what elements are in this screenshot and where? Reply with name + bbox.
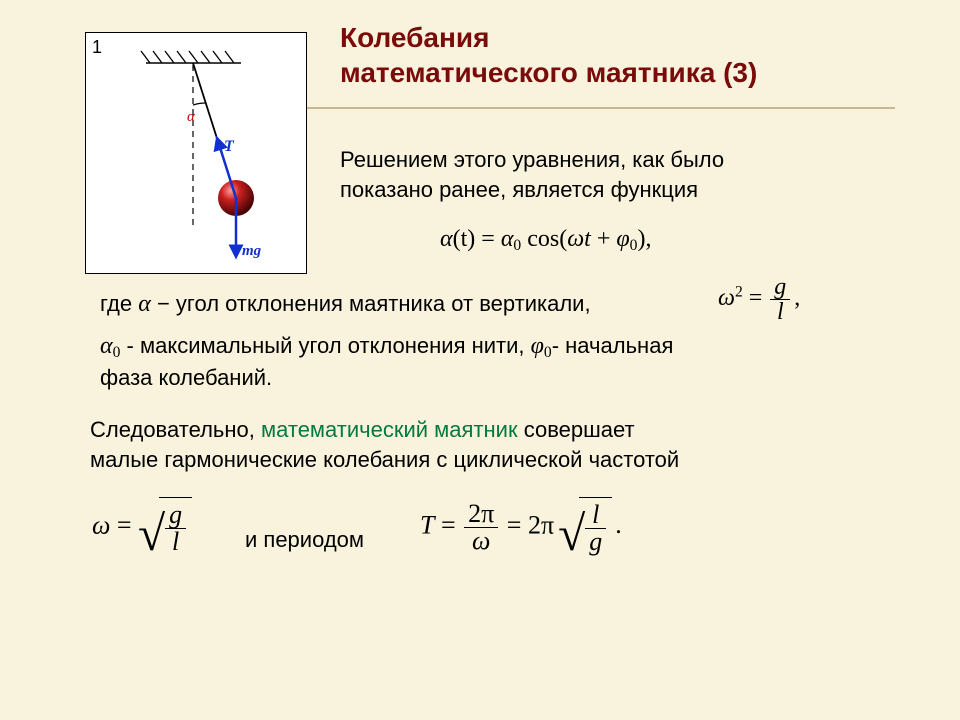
w2-sup: 2 bbox=[735, 283, 743, 300]
title-line-1: Колебания bbox=[340, 22, 489, 53]
mid-text: и периодом bbox=[245, 525, 364, 555]
svg-text:α: α bbox=[187, 109, 196, 125]
svg-text:T: T bbox=[224, 138, 235, 155]
l3-post: − угол отклонения маятника от вертикали, bbox=[151, 291, 591, 316]
p2-l2: малые гармонические колебания с цикличес… bbox=[90, 447, 679, 472]
pe-eq2: = 2π bbox=[500, 510, 554, 539]
pendulum-diagram: 1 bbox=[85, 32, 307, 274]
l4-t3: фаза колебаний. bbox=[100, 365, 272, 390]
paragraph-2: Следовательно, математический маятник со… bbox=[90, 415, 910, 474]
p2-c: совершает bbox=[518, 417, 635, 442]
line-where-alpha: где α − угол отклонения маятника от верт… bbox=[100, 288, 591, 320]
eq1-tt: t bbox=[584, 226, 591, 252]
w2-eq: = bbox=[743, 285, 769, 311]
l4-t2: - начальная bbox=[552, 333, 674, 358]
eq1-cos: cos( bbox=[521, 226, 567, 252]
paragraph-1: Решением этого уравнения, как было показ… bbox=[340, 145, 900, 204]
we-l: l bbox=[165, 528, 186, 555]
we-eq: = bbox=[110, 510, 138, 539]
eq1-plus: + bbox=[591, 226, 617, 252]
pe-dot: . bbox=[615, 510, 622, 539]
p2-b: математический маятник bbox=[261, 417, 518, 442]
pe-2pi: 2π bbox=[464, 501, 498, 527]
w2-w: ω bbox=[718, 285, 735, 311]
we-g: g bbox=[165, 502, 186, 528]
we-w: ω bbox=[92, 510, 110, 539]
eq1-phi: φ bbox=[616, 226, 629, 252]
p1-l1: Решением этого уравнения, как было bbox=[340, 147, 724, 172]
eq1-a0: α bbox=[501, 226, 514, 252]
pendulum-svg: α T mg bbox=[86, 33, 306, 273]
l4-t1: - максимальный угол отклонения нити, bbox=[120, 333, 530, 358]
eq1-alpha: α bbox=[440, 226, 453, 252]
title-line-2: математического маятника (3) bbox=[340, 57, 757, 88]
line-alpha0-phi0: α0 - максимальный угол отклонения нити, … bbox=[100, 330, 910, 393]
l4-phis: 0 bbox=[544, 344, 552, 361]
l3-alpha: α bbox=[138, 291, 151, 317]
equation-omega2: ω2 = gl, bbox=[718, 275, 800, 324]
equation-period: T = 2πω = 2π√lg. bbox=[420, 500, 622, 555]
w2-g: g bbox=[770, 275, 790, 299]
l4-a0: α bbox=[100, 333, 113, 359]
pe-eq: = bbox=[434, 510, 462, 539]
eq1-w: ω bbox=[567, 226, 584, 252]
pe-w: ω bbox=[464, 527, 498, 554]
eq1-close: ), bbox=[637, 226, 651, 252]
svg-text:mg: mg bbox=[242, 243, 262, 259]
equation-alpha-t: α(t) = α0 cos(ωt + φ0), bbox=[440, 223, 651, 256]
pe-g: g bbox=[585, 528, 606, 555]
eq1-t: (t) bbox=[453, 226, 476, 252]
equation-omega: ω = √gl bbox=[92, 500, 192, 555]
p1-l2: показано ранее, является функция bbox=[340, 177, 698, 202]
eq1-eqs: = bbox=[475, 226, 501, 252]
w2-l: l bbox=[770, 299, 790, 324]
l3-pre: где bbox=[100, 291, 138, 316]
p2-a: Следовательно, bbox=[90, 417, 261, 442]
pe-l: l bbox=[585, 502, 606, 528]
pe-T: T bbox=[420, 510, 434, 539]
l4-phi: φ bbox=[531, 333, 544, 359]
w2-comma: , bbox=[794, 285, 800, 311]
slide-title: Колебания математического маятника (3) bbox=[340, 20, 757, 90]
